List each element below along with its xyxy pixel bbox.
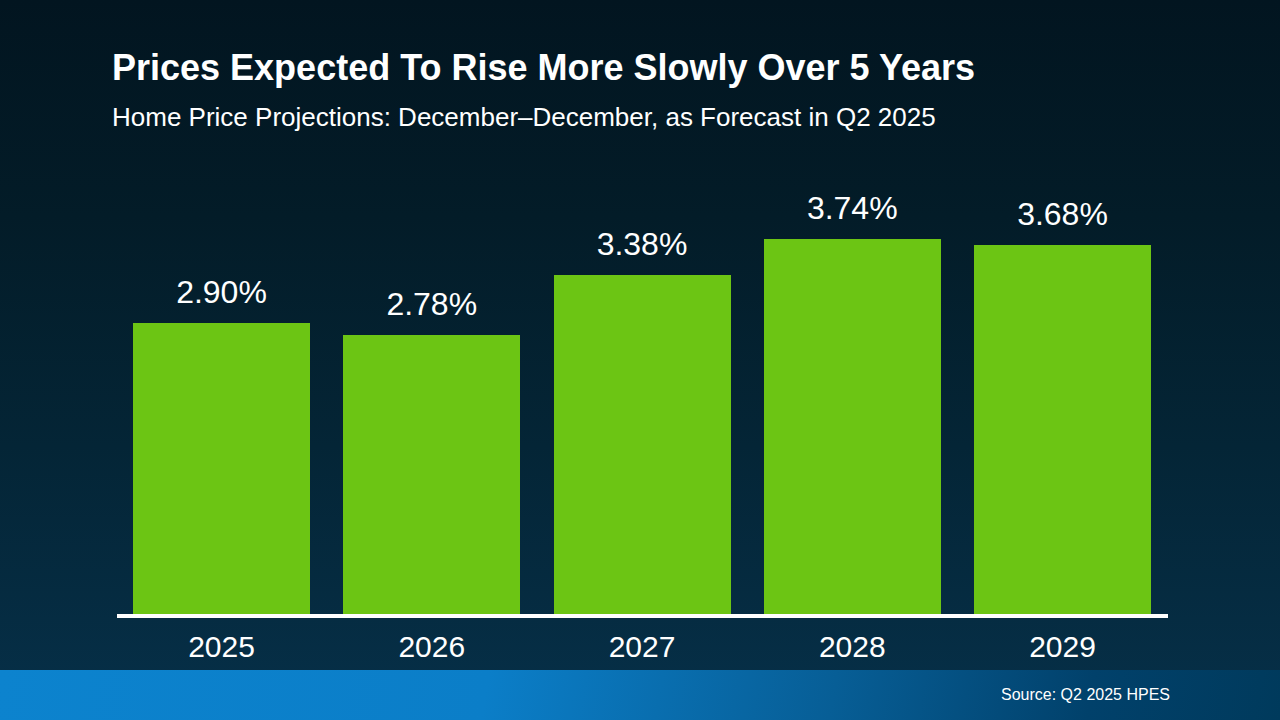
- bar-column-2028: 3.74%: [764, 190, 941, 614]
- bar-column-2025: 2.90%: [133, 274, 310, 614]
- bar-2029: [974, 245, 1151, 614]
- x-axis-label-2028: 2028: [764, 629, 941, 665]
- bar-value-label-2027: 3.38%: [597, 226, 688, 263]
- x-axis-line: [117, 614, 1168, 618]
- bar-2026: [343, 335, 520, 614]
- slide: Prices Expected To Rise More Slowly Over…: [0, 0, 1280, 720]
- bar-2027: [554, 275, 731, 614]
- bars-area: 2.90% 2.78% 3.38% 3.74% 3.68%: [133, 0, 1151, 614]
- bar-value-label-2028: 3.74%: [807, 190, 898, 227]
- x-axis-label-2029: 2029: [974, 629, 1151, 665]
- x-axis-label-2025: 2025: [133, 629, 310, 665]
- x-axis-label-2026: 2026: [343, 629, 520, 665]
- bar-column-2029: 3.68%: [974, 196, 1151, 614]
- bar-value-label-2029: 3.68%: [1017, 196, 1108, 233]
- x-axis-labels: 2025 2026 2027 2028 2029: [133, 629, 1151, 665]
- bar-value-label-2026: 2.78%: [386, 286, 477, 323]
- bar-2025: [133, 323, 310, 614]
- footer-bar: Source: Q2 2025 HPES: [0, 670, 1280, 720]
- x-axis-label-2027: 2027: [554, 629, 731, 665]
- bar-column-2026: 2.78%: [343, 286, 520, 614]
- source-text: Source: Q2 2025 HPES: [1001, 687, 1170, 703]
- bar-value-label-2025: 2.90%: [176, 274, 267, 311]
- bar-2028: [764, 239, 941, 614]
- bar-column-2027: 3.38%: [554, 226, 731, 614]
